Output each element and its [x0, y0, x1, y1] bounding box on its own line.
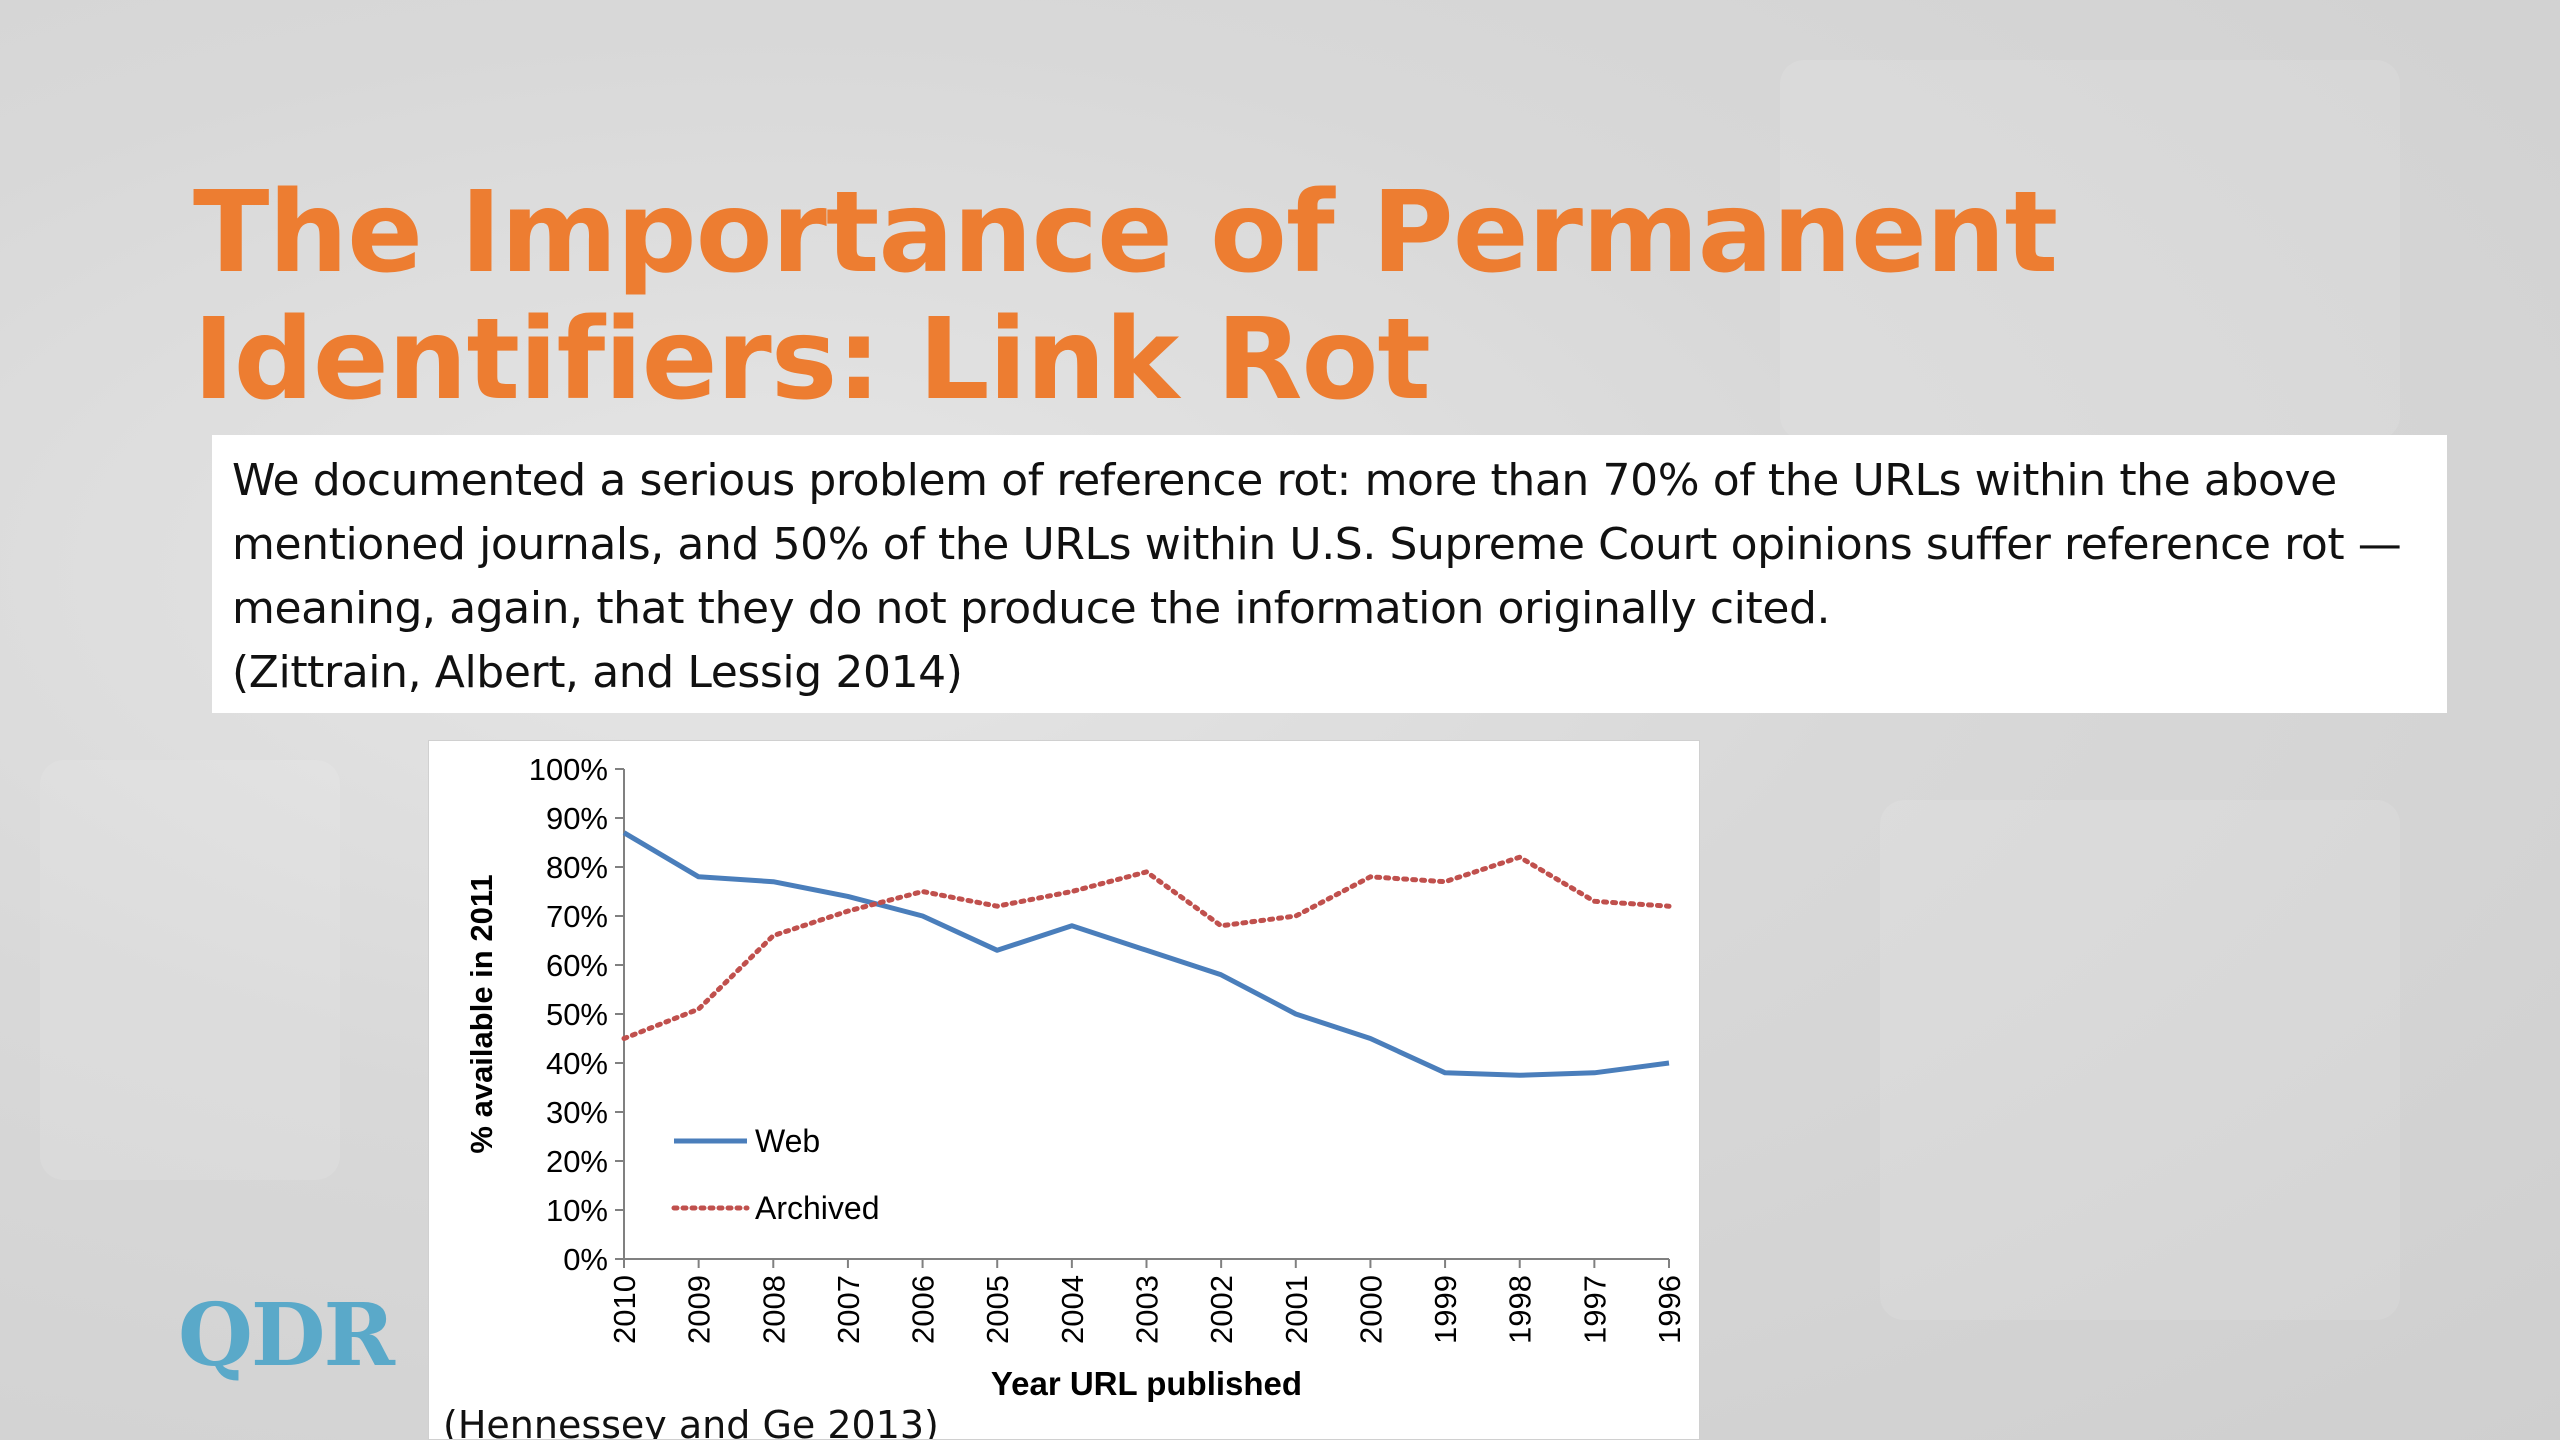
- x-tick-label: 2009: [682, 1275, 717, 1344]
- y-tick-label: 0%: [563, 1242, 608, 1277]
- web-data-point: [772, 880, 775, 883]
- web-data-point: [1369, 1037, 1372, 1040]
- y-tick-label: 30%: [546, 1095, 608, 1130]
- archived-data-point: [772, 934, 775, 937]
- legend-archived-label: Archived: [755, 1190, 880, 1226]
- web-data-point: [1668, 1062, 1671, 1065]
- x-tick-label: 2006: [906, 1275, 941, 1344]
- archived-data-point: [1220, 924, 1223, 927]
- archived-data-point: [1444, 880, 1447, 883]
- x-tick-label: 2000: [1353, 1275, 1388, 1344]
- archived-data-point: [921, 890, 924, 893]
- web-data-point: [1294, 1013, 1297, 1016]
- archived-data-point: [1668, 905, 1671, 908]
- web-data-point: [1518, 1074, 1521, 1077]
- slide-title-line-2: Identifiers: Link Rot: [193, 295, 1431, 425]
- x-tick-label: 2008: [756, 1275, 791, 1344]
- slide-title: The Importance of Permanent Identifiers:…: [193, 170, 2293, 424]
- y-tick-label: 20%: [546, 1144, 608, 1179]
- x-tick-label: 1996: [1652, 1275, 1687, 1344]
- background-shape: [1780, 60, 2400, 440]
- background-shape: [1880, 800, 2400, 1320]
- quote-citation: (Zittrain, Albert, and Lessig 2014): [232, 647, 963, 698]
- qdr-logo: QDR: [178, 1285, 395, 1386]
- archived-data-point: [1070, 890, 1073, 893]
- quote-line-1: We documented a serious problem of refer…: [232, 455, 2337, 506]
- legend-web-label: Web: [755, 1123, 820, 1159]
- x-tick-label: 2001: [1279, 1275, 1314, 1344]
- x-tick-label: 2010: [607, 1275, 642, 1344]
- web-data-point: [1145, 949, 1148, 952]
- archived-data-point: [1145, 870, 1148, 873]
- x-axis-ticks: 2010 2009 2008 2007 2006 2005 2004 2003 2002 2001…: [607, 1259, 1687, 1344]
- link-rot-chart: 0%10%20%30%40%50%60%70%80%90%100% 2010 20…: [464, 752, 1687, 1402]
- archived-data-point: [996, 905, 999, 908]
- x-axis-label: Year URL published: [991, 1365, 1302, 1402]
- web-data-point: [996, 949, 999, 952]
- x-tick-label: 2005: [980, 1275, 1015, 1344]
- x-tick-label: 2002: [1204, 1275, 1239, 1344]
- archived-data-point: [1593, 900, 1596, 903]
- x-tick-label: 2007: [831, 1275, 866, 1344]
- web-series-line: [622, 830, 1670, 1078]
- web-data-point: [1070, 924, 1073, 927]
- quote-line-3: meaning, again, that they do not produce…: [232, 583, 1831, 634]
- archived-data-point: [1294, 915, 1297, 918]
- quote-box: We documented a serious problem of refer…: [212, 435, 2447, 713]
- background-shape: [40, 760, 340, 1180]
- quote-line-2: mentioned journals, and 50% of the URLs …: [232, 519, 2402, 570]
- chart-source-citation: (Hennessey and Ge 2013): [443, 1403, 939, 1440]
- web-data-point: [1444, 1071, 1447, 1074]
- chart-legend: Web Archived: [671, 1123, 880, 1226]
- archived-data-point: [1369, 875, 1372, 878]
- x-tick-label: 1998: [1503, 1275, 1538, 1344]
- x-tick-label: 2003: [1130, 1275, 1165, 1344]
- archived-data-point: [846, 910, 849, 913]
- x-tick-label: 1997: [1577, 1275, 1612, 1344]
- archived-data-point: [623, 1037, 626, 1040]
- web-data-point: [1593, 1071, 1596, 1074]
- y-tick-label: 90%: [546, 801, 608, 836]
- y-tick-label: 60%: [546, 948, 608, 983]
- y-tick-label: 10%: [546, 1193, 608, 1228]
- web-data-point: [623, 831, 626, 834]
- y-tick-label: 50%: [546, 997, 608, 1032]
- archived-series-line: [621, 854, 1672, 1041]
- chart-panel: 0% 10% 20% 30% 40% 50% 60% 70% 80% 90% 100% 2010 20…: [428, 740, 1700, 1440]
- y-axis-label: % available in 2011: [464, 874, 499, 1153]
- web-data-point: [1220, 973, 1223, 976]
- slide-title-line-1: The Importance of Permanent: [193, 168, 2058, 298]
- y-tick-label: 100%: [529, 752, 608, 787]
- archived-data-point: [697, 1008, 700, 1011]
- web-data-point: [921, 915, 924, 918]
- series-layer: [621, 830, 1672, 1078]
- x-tick-label: 1999: [1428, 1275, 1463, 1344]
- y-axis-ticks: 0% 10% 20% 30% 40% 50% 60% 70% 80% 90% 100%: [529, 752, 624, 1277]
- y-tick-label: 40%: [546, 1046, 608, 1081]
- y-tick-label: 70%: [546, 899, 608, 934]
- x-tick-label: 2004: [1055, 1275, 1090, 1344]
- web-data-point: [846, 895, 849, 898]
- y-tick-label: 80%: [546, 850, 608, 885]
- web-data-point: [697, 875, 700, 878]
- archived-data-point: [1518, 856, 1521, 859]
